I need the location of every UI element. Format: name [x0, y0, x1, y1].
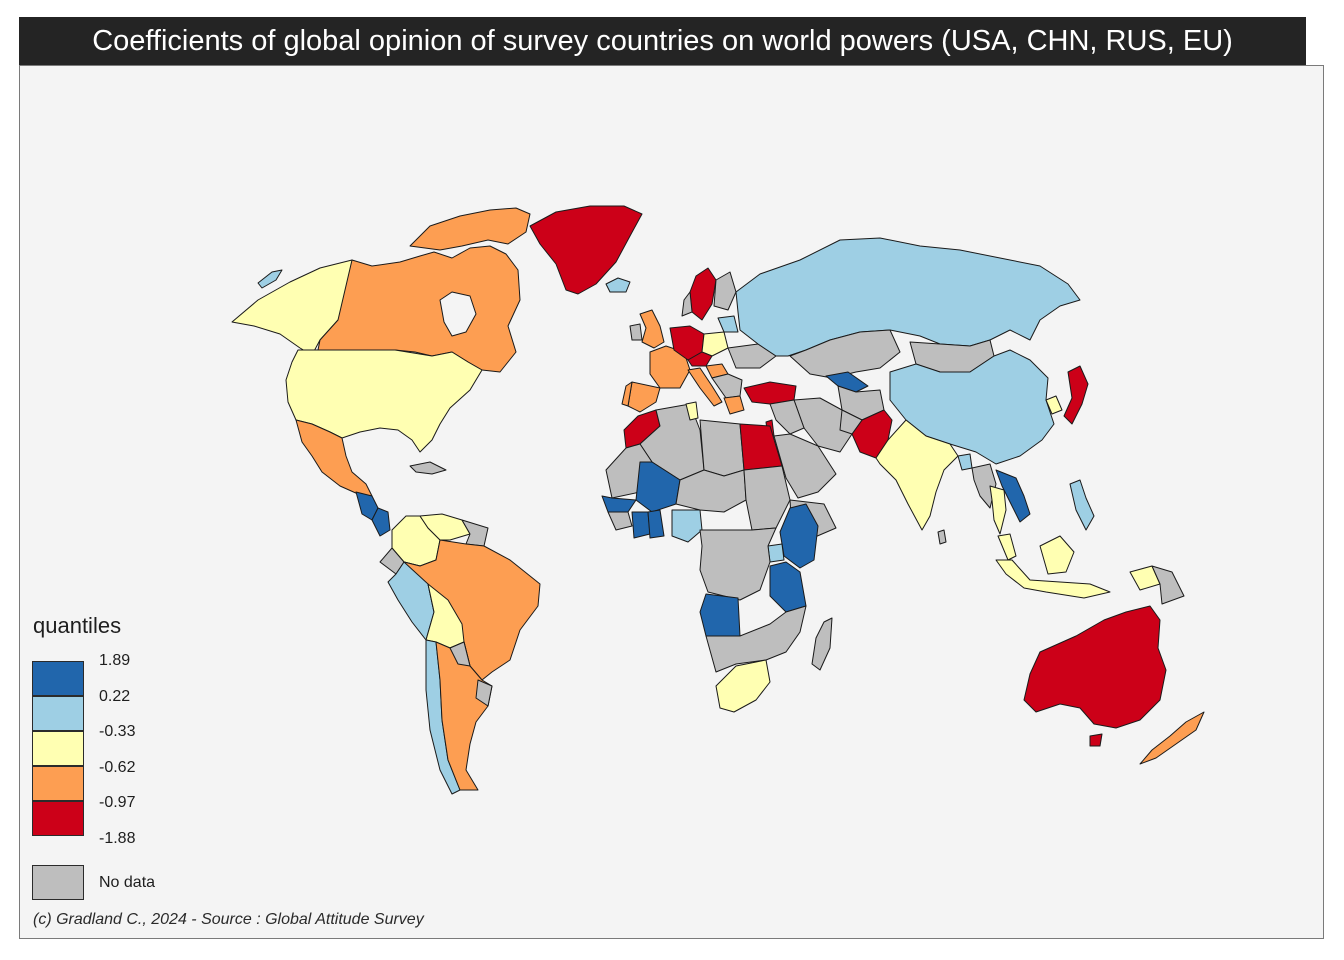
country-guinea: [607, 511, 633, 531]
country-spain: [627, 381, 661, 413]
title-bar: Coefficients of global opinion of survey…: [19, 17, 1306, 65]
country-vietnam: [995, 469, 1031, 523]
country-finland: [713, 271, 737, 311]
country-poland: [701, 331, 729, 357]
country-malaysia: [997, 533, 1017, 561]
country-southern-africa: [705, 605, 807, 673]
country-portugal: [621, 381, 633, 407]
country-central-africa: [699, 527, 777, 601]
country-balkans: [711, 373, 743, 399]
country-baltics: [717, 315, 739, 333]
country-japan: [1063, 365, 1089, 425]
country-australia: [1023, 605, 1167, 729]
country-senegal: [601, 495, 637, 513]
country-angola: [699, 593, 741, 637]
country-uzbekistan: [825, 371, 869, 393]
country-iceland: [605, 277, 631, 293]
country-myanmar: [971, 463, 997, 509]
lake-hudson-bay: [439, 291, 477, 337]
legend-break-label: 1.89: [99, 652, 131, 669]
legend-swatch-no-data: [32, 865, 84, 900]
country-ivory-coast: [631, 511, 651, 539]
country-png: [1151, 565, 1185, 605]
country-paraguay: [449, 641, 471, 667]
country-greece: [723, 395, 745, 415]
country-uruguay: [475, 679, 493, 707]
country-south-korea: [1045, 395, 1063, 415]
country-philippines: [1069, 479, 1095, 531]
legend-break-label: -0.62: [99, 759, 136, 776]
country-kazakhstan: [789, 329, 901, 379]
country-bangladesh: [957, 453, 973, 471]
legend-swatch-class-4: [32, 766, 84, 801]
country-nicaragua: [371, 507, 391, 537]
country-libya: [699, 419, 745, 477]
country-russia: [735, 237, 1081, 357]
country-india: [875, 419, 959, 531]
country-indonesia: [995, 559, 1111, 599]
country-united-states: [285, 349, 483, 453]
country-czechia: [687, 351, 713, 367]
legend-swatch-class-5: [32, 801, 84, 836]
country-norway: [681, 291, 693, 317]
country-uganda: [767, 543, 785, 563]
country-tunisia: [685, 401, 699, 421]
country-canada-arctic: [409, 207, 531, 251]
country-venezuela: [419, 513, 471, 541]
country-saudi-arabia: [773, 433, 837, 499]
country-mexico: [295, 419, 373, 497]
legend-break-label: -1.88: [99, 830, 136, 847]
source-credit: (c) Gradland C., 2024 - Source : Global …: [33, 911, 424, 928]
legend-swatch-class-3: [32, 731, 84, 766]
country-ireland: [629, 323, 643, 341]
country-iraq-syria: [769, 399, 805, 435]
country-france: [649, 345, 691, 389]
country-tanzania: [769, 561, 807, 613]
map-title: Coefficients of global opinion of survey…: [92, 25, 1233, 57]
country-egypt: [739, 423, 783, 471]
country-sudan: [743, 465, 791, 531]
country-sweden: [689, 267, 717, 321]
country-kenya: [779, 503, 819, 569]
country-nigeria: [671, 509, 703, 543]
country-sri-lanka: [937, 529, 947, 545]
legend-break-label: -0.33: [99, 723, 136, 740]
country-south-africa: [715, 659, 771, 713]
country-tasmania: [1089, 733, 1103, 747]
country-borneo: [1039, 535, 1075, 575]
country-iran: [793, 397, 853, 453]
country-new-zealand: [1139, 711, 1205, 765]
legend-title: quantiles: [33, 613, 122, 638]
country-united-kingdom: [639, 309, 665, 349]
legend-swatch-class-2: [32, 696, 84, 731]
legend-no-data-label: No data: [99, 874, 156, 891]
legend-break-label: 0.22: [99, 688, 131, 705]
country-madagascar: [811, 617, 833, 671]
legend-swatch-class-1: [32, 661, 84, 696]
country-cuba: [409, 461, 447, 475]
country-thailand: [989, 485, 1007, 535]
country-ukraine: [727, 343, 777, 369]
country-ghana: [647, 509, 665, 539]
country-afghanistan: [839, 409, 863, 435]
legend-break-label: -0.97: [99, 794, 136, 811]
country-greenland: [529, 205, 643, 295]
country-italy: [687, 367, 723, 407]
country-alaska-islands: [257, 269, 283, 289]
